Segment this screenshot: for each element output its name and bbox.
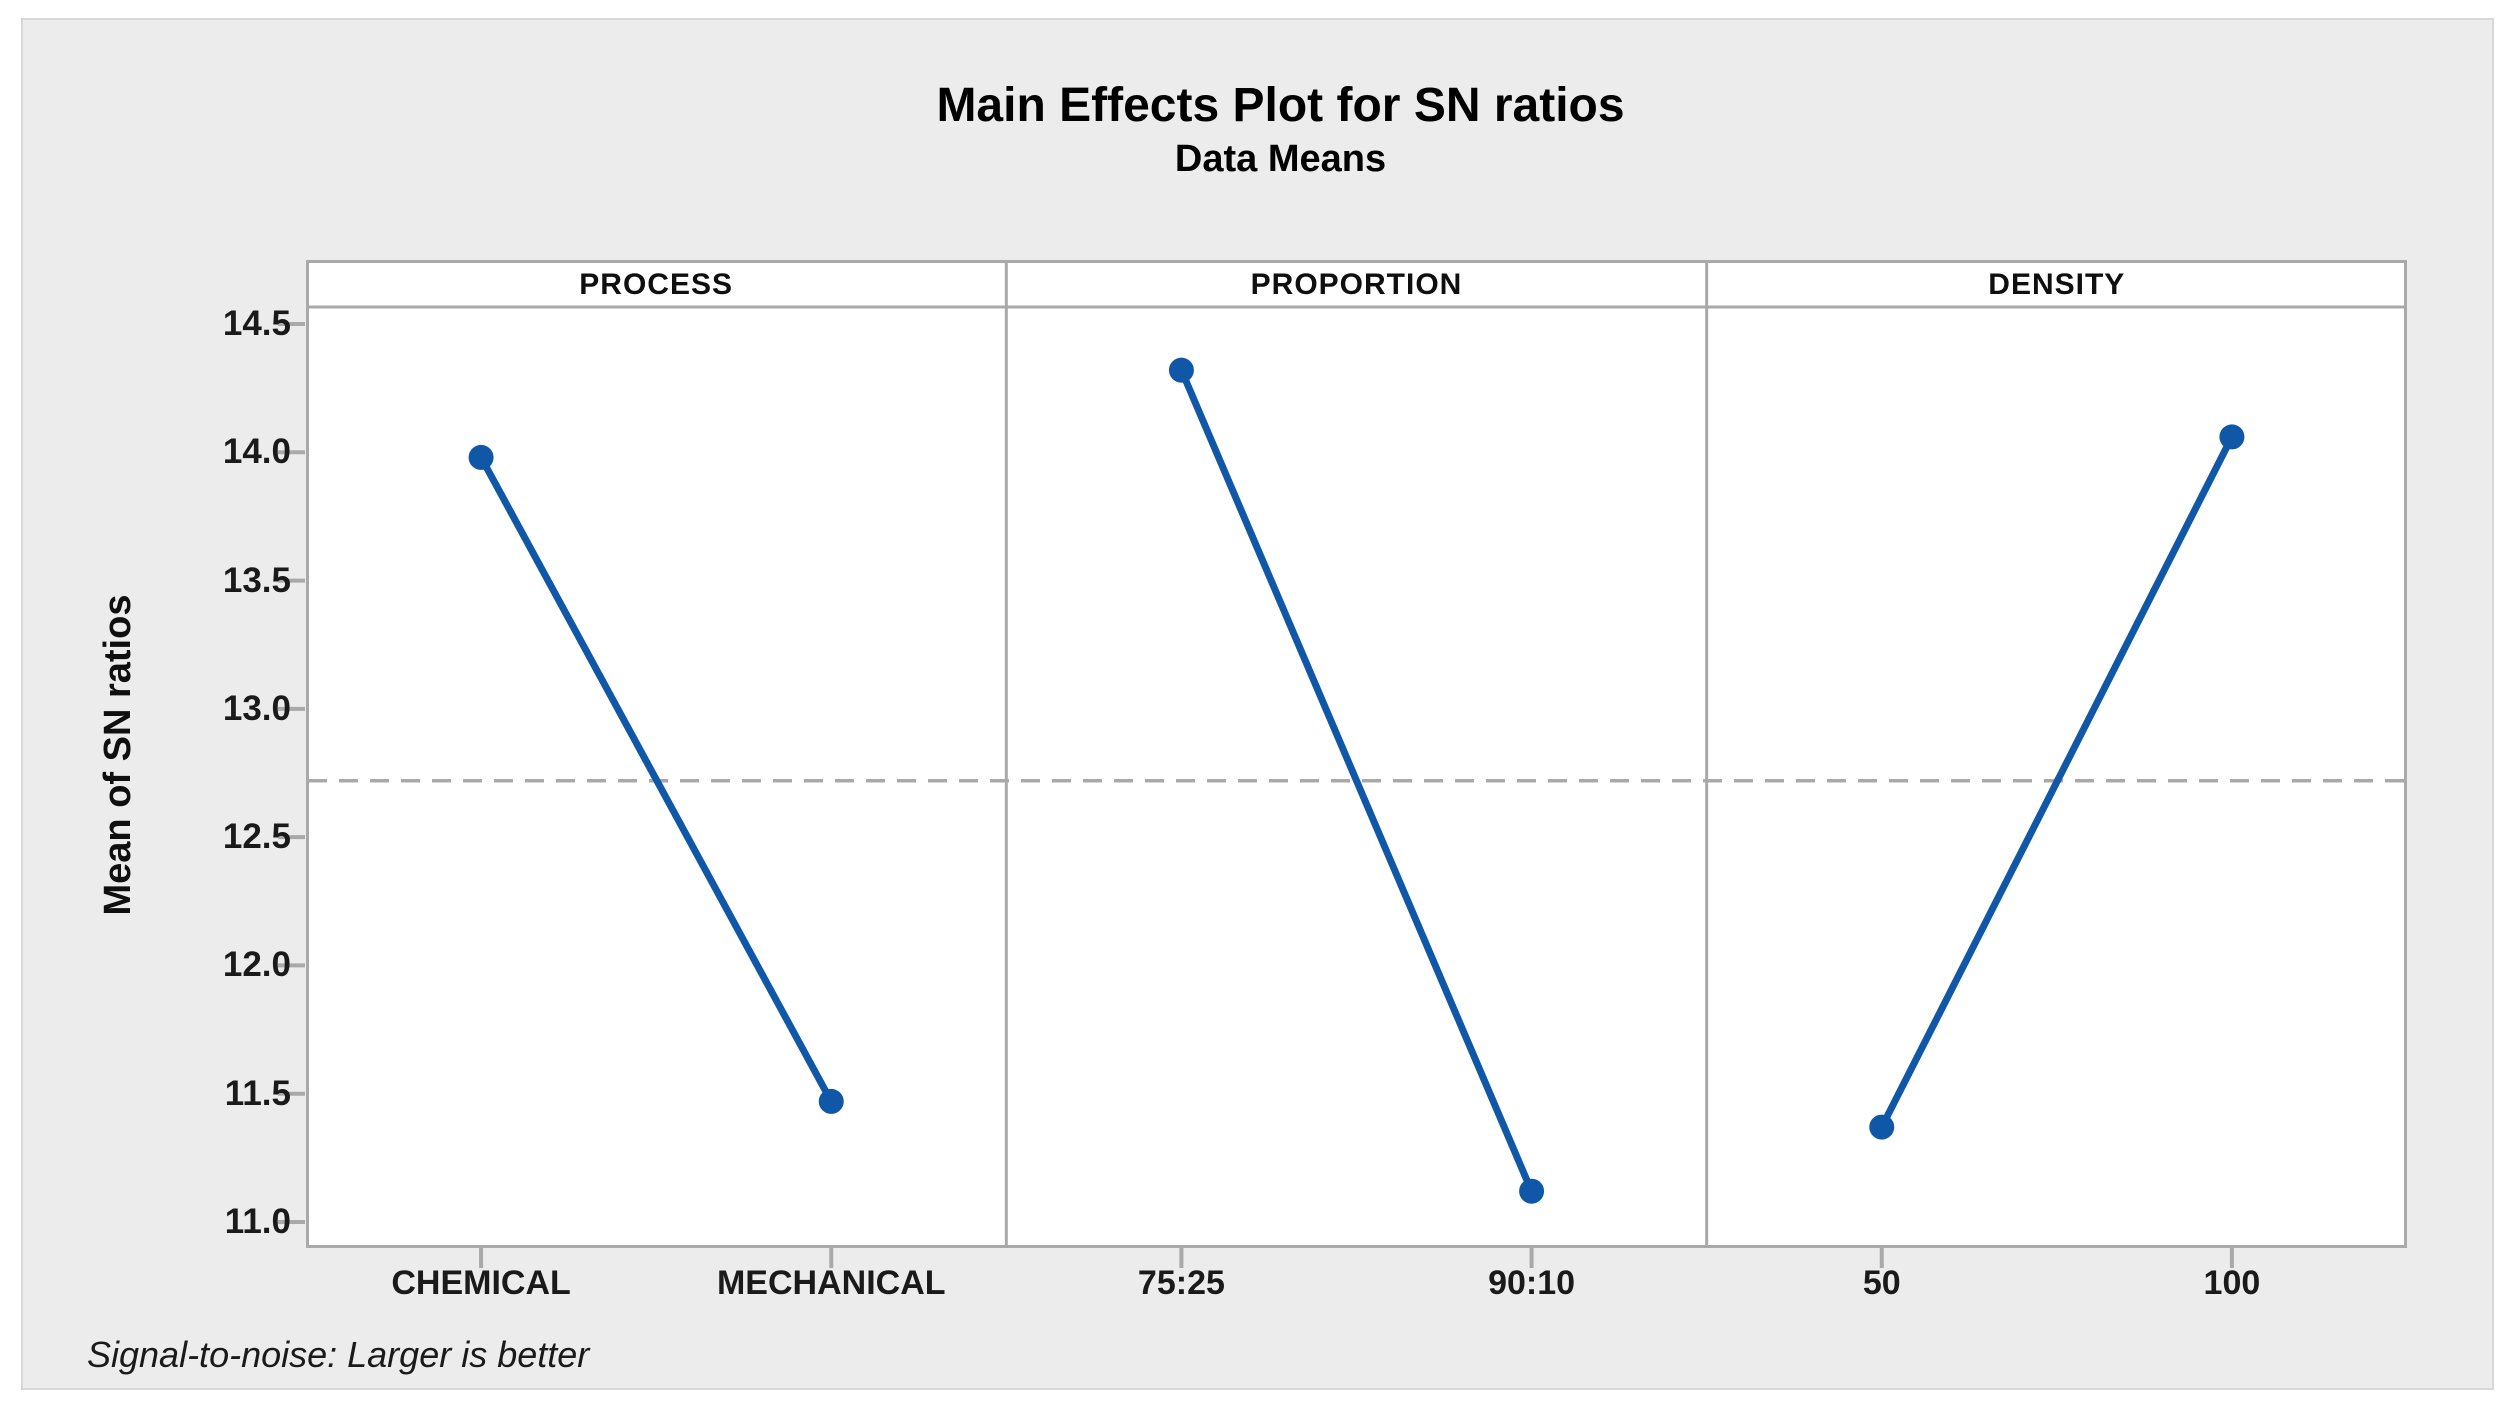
x-tick-label: MECHANICAL <box>716 1264 946 1302</box>
graph-window: Main Effects Plot for SN ratios Data Mea… <box>21 18 2494 1390</box>
chart-title: Main Effects Plot for SN ratios <box>936 79 1625 132</box>
x-label-group-density: 50 100 <box>1707 1264 2407 1308</box>
y-tick-label: 13.5 <box>222 560 291 600</box>
y-tick-label: 11.5 <box>224 1073 291 1113</box>
x-tick-label: 75:25 <box>1137 1264 1225 1302</box>
panel-header-density: DENSITY <box>1988 268 2126 301</box>
y-tick-label: 14.0 <box>222 432 291 472</box>
x-tick-label: CHEMICAL <box>391 1264 571 1302</box>
x-label-group-proportion: 75:25 90:10 <box>1006 1264 1706 1308</box>
x-axis-tick-labels: CHEMICAL MECHANICAL 75:25 90:10 50 100 <box>306 1264 2407 1308</box>
y-tick-label: 12.0 <box>222 945 291 985</box>
panel-header-strip: PROCESS PROPORTION DENSITY <box>306 260 2407 307</box>
x-label-group-process: CHEMICAL MECHANICAL <box>306 1264 1006 1308</box>
y-tick-label: 12.5 <box>222 817 291 857</box>
plot-area: PROCESS PROPORTION DENSITY <box>278 260 2407 1268</box>
y-tick-label: 14.5 <box>222 304 291 343</box>
footnote: Signal-to-noise: Larger is better <box>87 1334 590 1375</box>
x-tick-label: 50 <box>1862 1264 1901 1302</box>
panel-header-process: PROCESS <box>579 268 734 301</box>
chart-subtitle: Data Means <box>1174 138 1387 180</box>
chart-canvas <box>278 260 2407 1268</box>
panel-header-proportion: PROPORTION <box>1250 268 1463 301</box>
x-tick-label: 90:10 <box>1488 1264 1576 1302</box>
y-tick-label: 13.0 <box>222 688 291 728</box>
x-tick-label: 100 <box>2203 1264 2261 1302</box>
y-tick-label: 11.0 <box>224 1202 291 1241</box>
